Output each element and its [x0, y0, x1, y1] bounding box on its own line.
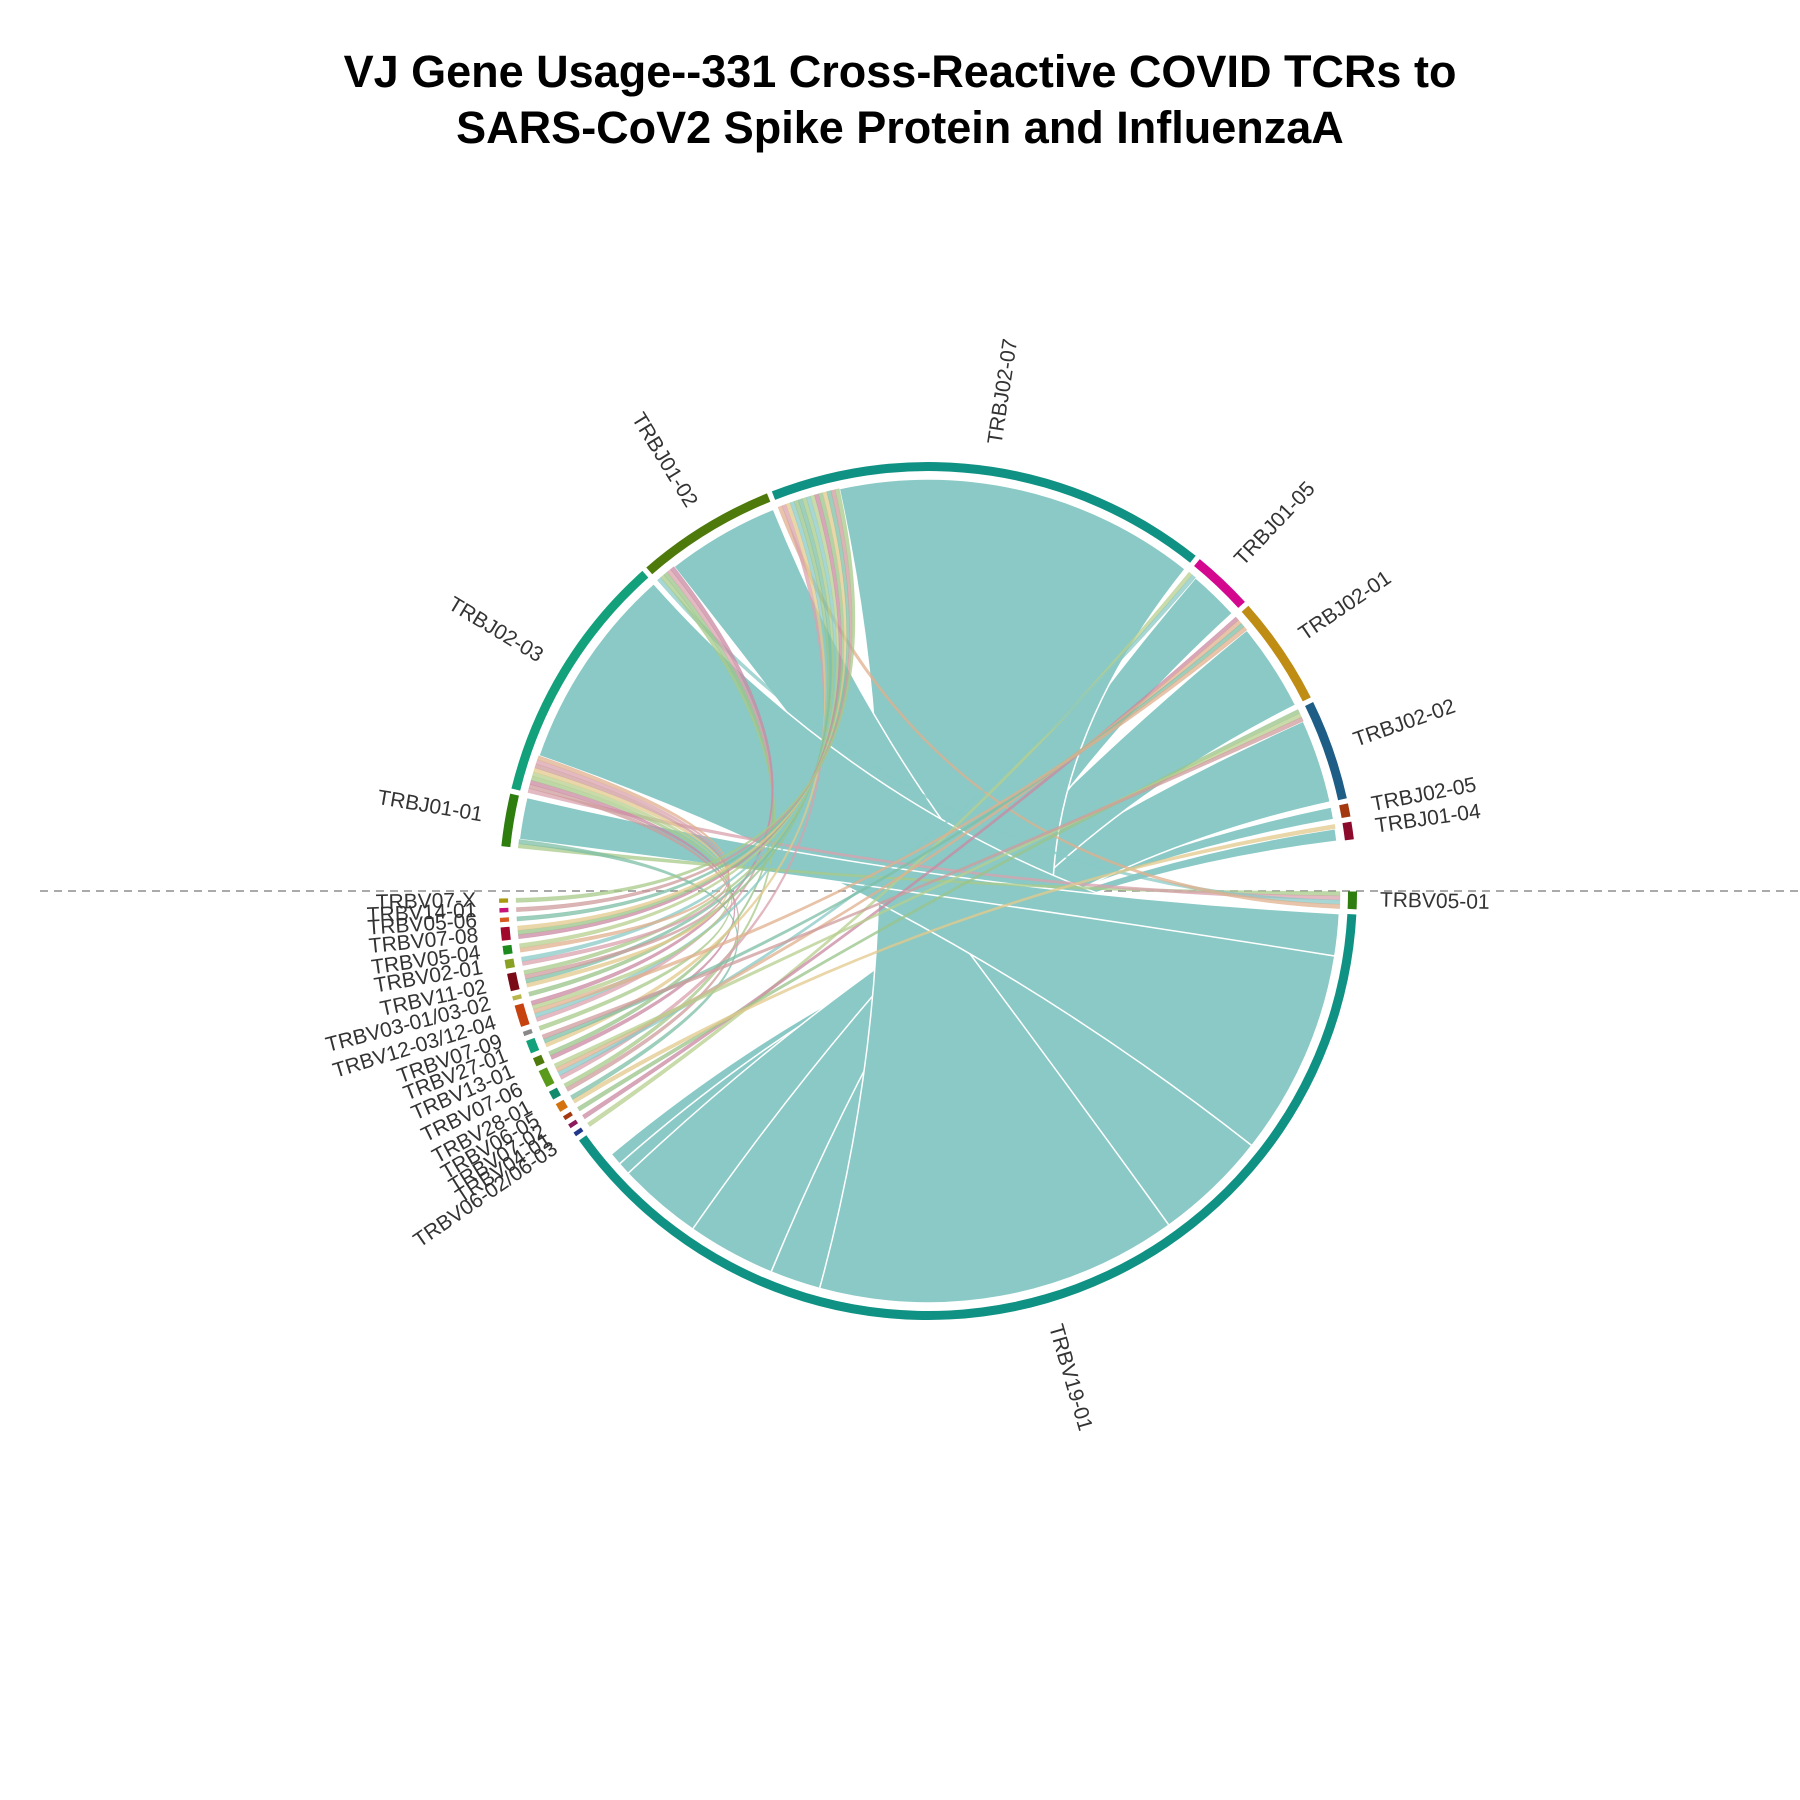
segment-trbj02-02: [1305, 702, 1347, 801]
label-trbv07-x: TRBV07-X: [375, 889, 476, 914]
ribbon-trbv06-05-to-trbj01-04: [572, 824, 1336, 1104]
ribbon-trbv05-01-to-trbj01-02: [657, 577, 1341, 905]
segment-trbv04-01: [568, 1119, 579, 1129]
segment-trbv07-x: [499, 898, 509, 903]
label-trbj02-03: TRBJ02-03: [444, 592, 547, 666]
ribbon-trbv27-01-to-trbj02-02: [541, 716, 1304, 1040]
chart-title: VJ Gene Usage--331 Cross-Reactive COVID …: [0, 44, 1800, 156]
label-trbj01-05: TRBJ01-05: [1230, 477, 1320, 570]
segment-trbv14-01: [499, 907, 509, 913]
segment-trbj01-04: [1342, 821, 1354, 841]
label-trbj01-01: TRBJ01-01: [376, 786, 485, 826]
segment-trbv05-06: [499, 917, 510, 923]
ribbon-trbv07-06-to-trbj01-05: [557, 574, 1196, 1076]
segment-trbv12-03-12-04: [514, 1003, 530, 1027]
segment-trbv07-08: [500, 926, 511, 941]
segment-trbv06-05: [555, 1099, 568, 1112]
label-trbj02-07: TRBJ02-07: [984, 337, 1023, 445]
ribbon-trbv05-01-to-trbj01-01: [517, 843, 1341, 897]
segment-trbv03-01-03-02: [512, 994, 522, 1001]
label-trbj02-02: TRBJ02-02: [1350, 695, 1458, 752]
label-trbv19-01: TRBV19-01: [1044, 1322, 1097, 1434]
segment-trbv13-01: [532, 1054, 545, 1067]
segment-trbj02-03: [511, 570, 649, 791]
ribbon-trbv07-x-to-trbj02-07: [515, 488, 856, 903]
chart-title-line-1: VJ Gene Usage--331 Cross-Reactive COVID …: [343, 46, 1457, 97]
chart-title-line-2: SARS-CoV2 Spike Protein and InfluenzaA: [456, 102, 1344, 153]
ribbon-trbv05-04-to-trbj02-03: [519, 755, 730, 953]
segment-trbv05-04: [502, 944, 513, 955]
segment-trbv07-06: [538, 1067, 555, 1088]
segment-trbv02-01: [504, 958, 515, 969]
ribbon-trbv11-02-to-trbj02-03: [524, 763, 730, 980]
segment-trbj02-01: [1241, 605, 1311, 702]
ribbon-layer: [515, 478, 1341, 1304]
segment-trbj01-01: [501, 793, 519, 848]
segment-trbv07-09: [522, 1028, 533, 1037]
segment-trbj01-05: [1194, 559, 1245, 608]
segment-trbj02-05: [1339, 803, 1351, 819]
label-trbj01-02: TRBJ01-02: [627, 409, 702, 512]
segment-trbj02-07: [771, 462, 1196, 563]
label-trbv14-01: TRBV14-01: [366, 899, 477, 927]
segment-trbv27-01: [526, 1037, 540, 1054]
segment-layer: [499, 462, 1357, 1320]
segment-trbv07-02: [562, 1111, 573, 1121]
segment-trbv05-01: [1347, 891, 1357, 910]
ribbon-trbv12-03-12-04-to-trbj01-02: [530, 566, 774, 1006]
ribbon-trbv12-03-12-04-to-trbj02-01: [532, 626, 1248, 1014]
segment-trbv11-02: [507, 972, 520, 992]
segment-trbv28-01: [548, 1087, 562, 1100]
label-trbj02-01: TRBJ02-01: [1295, 566, 1396, 645]
segment-trbv06-02-06-03: [573, 1127, 584, 1137]
segment-trbj01-02: [646, 493, 771, 575]
label-trbv05-01: TRBV05-01: [1380, 888, 1490, 913]
